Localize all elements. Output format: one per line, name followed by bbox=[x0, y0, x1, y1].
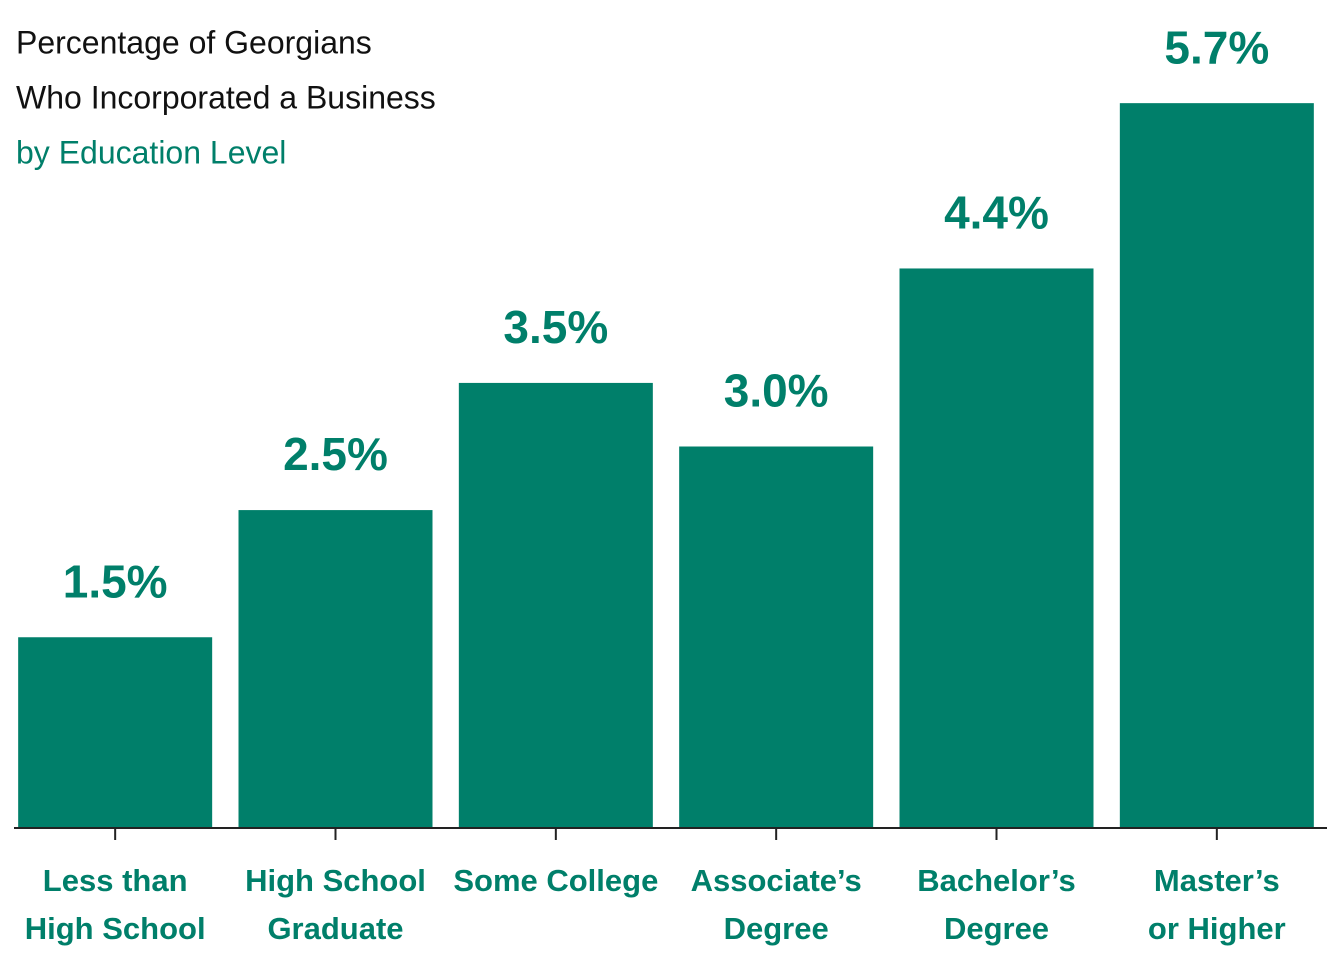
chart-title: Who Incorporated a Business bbox=[16, 79, 436, 115]
chart-subtitle: by Education Level bbox=[16, 134, 286, 170]
x-tick-label: High School bbox=[25, 911, 206, 946]
value-label: 3.0% bbox=[724, 365, 829, 417]
x-tick-label: Master’s bbox=[1154, 863, 1280, 898]
bar bbox=[679, 446, 874, 828]
bar bbox=[18, 637, 213, 828]
chart-title: Percentage of Georgians bbox=[16, 24, 372, 60]
x-tick-label: or Higher bbox=[1148, 911, 1286, 946]
x-tick-label: High School bbox=[245, 863, 426, 898]
bar bbox=[899, 268, 1094, 828]
value-label: 5.7% bbox=[1164, 21, 1269, 73]
x-tick-label: Degree bbox=[724, 911, 829, 946]
x-tick-label: Graduate bbox=[267, 911, 403, 946]
x-tick-label: Associate’s bbox=[691, 863, 862, 898]
x-tick-label: Degree bbox=[944, 911, 1049, 946]
x-tick-label: Some College bbox=[453, 863, 658, 898]
x-tick-label: Less than bbox=[43, 863, 188, 898]
x-tick-label: Bachelor’s bbox=[917, 863, 1076, 898]
value-label: 4.4% bbox=[944, 187, 1049, 239]
bar bbox=[238, 510, 433, 828]
value-label: 2.5% bbox=[283, 428, 388, 480]
bar bbox=[458, 382, 653, 828]
value-label: 1.5% bbox=[63, 555, 168, 607]
bar bbox=[1119, 103, 1314, 828]
value-label: 3.5% bbox=[503, 301, 608, 353]
